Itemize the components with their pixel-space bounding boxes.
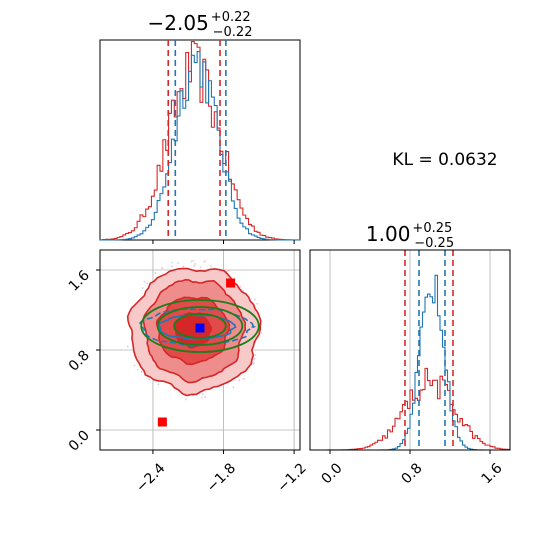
joint-sample-dot (253, 357, 256, 360)
joint-sample-dot (252, 362, 254, 365)
green-contour-2 (173, 313, 227, 339)
green-contour-1 (156, 306, 244, 346)
joint-sample-dot (242, 377, 245, 380)
red-marker-0 (157, 417, 167, 427)
joint-ytick-label-2: 1.6 (66, 267, 93, 294)
joint-xtick-label-0: −2.4 (133, 460, 168, 495)
joint-sample-dot (141, 287, 144, 289)
joint-sample-dot (161, 267, 163, 269)
joint-sample-dot (232, 386, 235, 389)
joint-sample-dot (238, 379, 241, 382)
joint-sample-dot (194, 263, 197, 265)
joint-sample-dot (126, 345, 129, 348)
hist-top-title-plus: +0.22 (211, 10, 251, 25)
joint-xtick-label-2: −1.2 (274, 460, 309, 495)
joint-ytick-label-1: 0.8 (66, 348, 93, 375)
hist-right-xtick-label-2: 1.6 (479, 460, 506, 487)
joint-sample-dot (193, 265, 196, 267)
joint-ytick-label-0: 0.0 (66, 428, 93, 455)
joint-sample-dot (136, 368, 139, 371)
joint-sample-dot (148, 378, 151, 381)
hist-right-title-value: 1.00 (366, 222, 411, 246)
hist-panel-top: −2.05 +0.22 −0.22 (99, 10, 301, 244)
joint-sample-dot (171, 265, 173, 268)
joint-sample-dot (143, 280, 146, 283)
joint-sample-dot (260, 332, 263, 334)
joint-sample-dot (241, 289, 244, 292)
joint-sample-dot (157, 383, 160, 386)
joint-sample-dot (133, 364, 136, 367)
hist-top-title-value: −2.05 (148, 11, 209, 35)
hist-top-blue-series (99, 51, 301, 241)
joint-sample-dot (200, 396, 203, 399)
hist-top-title: −2.05 +0.22 −0.22 (148, 10, 253, 40)
blue-contour-0 (138, 308, 257, 347)
joint-sample-dot (254, 298, 256, 301)
joint-sample-dot (190, 260, 193, 263)
joint-panel: −2.4 −1.8 −1.2 0.0 0.8 1.6 (66, 249, 310, 496)
kl-annotation: KL = 0.0632 (392, 150, 497, 170)
blue-marker-0 (195, 323, 205, 333)
joint-sample-dot (177, 262, 180, 264)
hist-right-title-plus: +0.25 (412, 221, 452, 236)
hist-panel-right: 1.00 +0.25 −0.25 0.0 0.8 1.6 (309, 221, 511, 487)
joint-sample-dot (254, 353, 257, 356)
joint-sample-dot (140, 370, 143, 373)
joint-sample-dot (182, 265, 185, 268)
joint-sample-dot (192, 259, 195, 262)
joint-sample-dot (228, 269, 230, 272)
joint-sample-dot (171, 261, 174, 264)
joint-sample-dot (210, 265, 212, 267)
hist-top-frame (99, 39, 301, 241)
joint-xtick-label-1: −1.8 (204, 460, 239, 495)
hist-right-title-minus: −0.25 (414, 236, 454, 251)
joint-sample-dot (200, 266, 202, 269)
hist-right-title: 1.00 +0.25 −0.25 (366, 221, 454, 251)
hist-top-title-minus: −0.22 (213, 25, 253, 40)
joint-sample-dot (146, 282, 149, 285)
joint-sample-dot (256, 302, 259, 305)
joint-sample-dot (204, 396, 206, 398)
joint-sample-dot (239, 285, 242, 288)
red-marker-1 (226, 278, 236, 288)
joint-sample-dot (201, 393, 204, 395)
joint-sample-dot (203, 260, 206, 263)
green-contour-0 (140, 299, 260, 353)
hist-right-xtick-label-1: 0.8 (399, 460, 426, 487)
joint-sample-dot (154, 272, 157, 275)
hist-right-xtick-label-0: 0.0 (319, 460, 346, 487)
joint-sample-dot (185, 398, 187, 401)
